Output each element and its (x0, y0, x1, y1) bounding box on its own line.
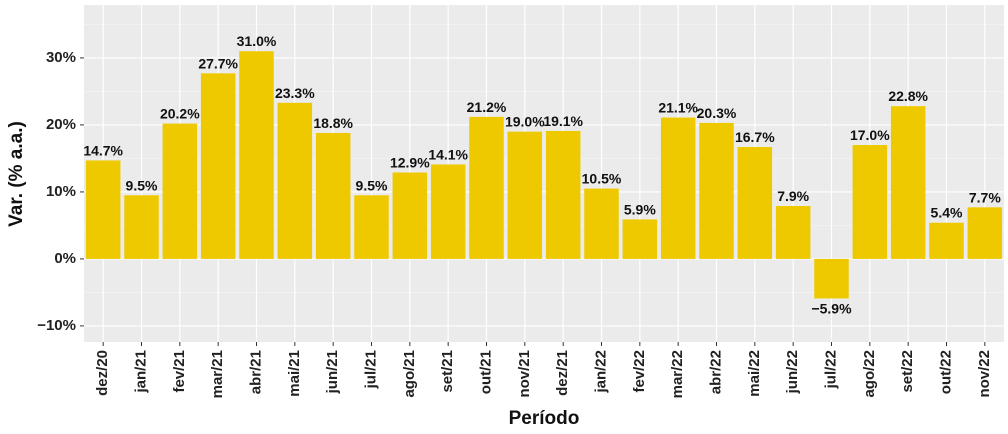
value-label: 12.9% (390, 154, 430, 170)
x-tick-label: mai/21 (286, 350, 303, 397)
x-tick-label: out/21 (477, 350, 494, 394)
x-tick-label: jul/22 (822, 350, 839, 389)
value-label: 9.5% (126, 177, 158, 193)
bar (967, 207, 1003, 259)
x-tick-label: fev/22 (631, 350, 648, 393)
x-tick-label: jun/21 (324, 350, 341, 394)
bar (699, 122, 734, 259)
bar (200, 73, 236, 259)
bar (469, 116, 504, 259)
value-label: 7.9% (777, 188, 809, 204)
x-tick-label: fev/21 (171, 350, 188, 393)
bar (814, 258, 849, 299)
bar (737, 147, 773, 259)
bar (929, 222, 964, 259)
bar (852, 145, 888, 259)
value-label: 19.1% (543, 113, 583, 129)
bar (660, 117, 696, 259)
value-label: 9.5% (356, 177, 388, 193)
value-label: 21.1% (658, 100, 698, 116)
bar (392, 172, 428, 259)
x-tick-label: dez/21 (554, 350, 571, 396)
x-tick-label: nov/22 (976, 350, 993, 398)
bar (124, 195, 159, 259)
bar (545, 130, 581, 259)
bar (584, 188, 619, 259)
bar (85, 160, 121, 259)
value-label: 14.7% (83, 142, 123, 158)
x-tick-label: jan/21 (132, 350, 149, 394)
value-label: 17.0% (850, 127, 890, 143)
x-tick-label: ago/21 (401, 350, 418, 398)
value-label: 7.7% (969, 189, 1001, 205)
y-tick-label: 30% (46, 49, 76, 66)
x-tick-label: ago/22 (861, 350, 878, 398)
value-label: 20.2% (160, 106, 200, 122)
y-tick-label: 10% (46, 183, 76, 200)
plot-panel (84, 5, 1004, 342)
bar (239, 51, 274, 259)
value-label: 19.0% (505, 114, 545, 130)
bar (890, 106, 926, 259)
bar (507, 131, 543, 259)
x-tick-label: jan/22 (592, 350, 609, 394)
value-label: 5.4% (931, 205, 963, 221)
x-tick-label: jun/22 (784, 350, 801, 394)
value-label: 5.9% (624, 201, 656, 217)
bar (315, 132, 351, 259)
bar (162, 123, 198, 259)
value-label: 31.0% (237, 33, 277, 49)
value-label: 10.5% (582, 171, 622, 187)
value-label: −5.9% (811, 300, 852, 316)
x-tick-label: dez/20 (94, 350, 111, 396)
value-label: 23.3% (275, 85, 315, 101)
y-axis-title: Var. (% a.a.) (6, 121, 27, 227)
value-label: 27.7% (198, 55, 238, 71)
value-label: 21.2% (467, 99, 507, 115)
y-tick-label: 0% (54, 250, 76, 267)
x-tick-label: nov/21 (516, 350, 533, 398)
value-label: 20.3% (697, 105, 737, 121)
x-tick-label: abr/21 (247, 350, 264, 394)
value-label: 22.8% (888, 88, 928, 104)
value-label: 18.8% (313, 115, 353, 131)
x-tick-label: mar/22 (669, 350, 686, 398)
bar (277, 102, 313, 259)
bar (622, 219, 658, 259)
bar (430, 164, 466, 259)
x-tick-label: set/22 (899, 350, 916, 393)
y-tick-label: −10% (37, 317, 76, 334)
x-axis-title: Período (509, 408, 580, 429)
x-tick-label: mar/21 (209, 350, 226, 398)
x-tick-label: abr/22 (707, 350, 724, 394)
x-tick-label: jul/21 (362, 350, 379, 389)
x-tick-label: mai/22 (746, 350, 763, 397)
bar (354, 195, 389, 259)
value-label: 16.7% (735, 129, 775, 145)
x-tick-label: set/21 (439, 350, 456, 393)
x-tick-label: out/22 (937, 350, 954, 394)
value-label: 14.1% (428, 146, 468, 162)
bar (775, 205, 811, 259)
y-tick-label: 20% (46, 116, 76, 133)
